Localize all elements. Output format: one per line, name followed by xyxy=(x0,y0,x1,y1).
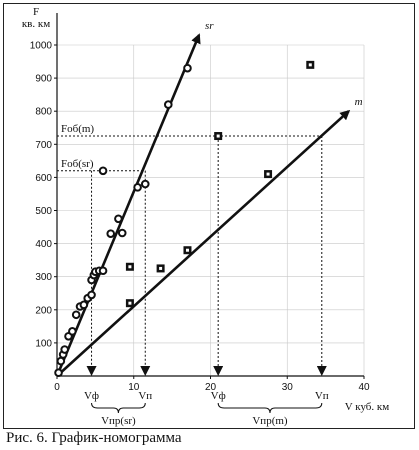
v-marker-label: Vф xyxy=(211,390,226,402)
fob-m-label: Fоб(m) xyxy=(61,123,94,135)
y-axis-letter: F xyxy=(33,6,39,18)
fob-sr-label: Fоб(sr) xyxy=(61,158,94,170)
bracket xyxy=(91,402,146,414)
labels: Fкв. км V куб. км Fоб(m) Fоб(sr) Vф Vп Vф Vп Vпр… xyxy=(22,6,389,427)
x-axis-title: V куб. км xyxy=(345,401,389,413)
point-sr xyxy=(183,63,192,73)
y-tick-label: 1000 xyxy=(30,41,53,52)
point-m-inner xyxy=(128,265,132,269)
point-m-inner xyxy=(159,266,163,270)
point-sr xyxy=(133,183,142,192)
point-m-inner xyxy=(308,63,312,67)
y-tick-label: 500 xyxy=(35,206,52,217)
grid xyxy=(57,44,365,376)
x-tick-label: 30 xyxy=(282,382,294,393)
point-sr xyxy=(87,290,96,300)
series-label-m: m xyxy=(355,96,363,108)
y-tick-label: 800 xyxy=(35,107,52,118)
point-m-inner xyxy=(216,134,220,138)
y-tick-label: 600 xyxy=(35,173,52,184)
v-marker-label: Vф xyxy=(84,390,99,402)
x-tick-label: 10 xyxy=(128,382,140,393)
trend-line-m xyxy=(56,109,351,377)
trend-lines xyxy=(55,33,351,377)
point-sr xyxy=(79,300,89,310)
bracket xyxy=(217,402,323,414)
x-tick-label: 40 xyxy=(358,382,370,393)
point-sr xyxy=(98,266,108,276)
bracket-label: Vпр(m) xyxy=(252,415,288,427)
trend-line-sr xyxy=(55,33,201,377)
point-sr xyxy=(117,228,127,238)
axes: 100 200 300 400 500 600 700 800 900 1000 0 10 20 30 40 xyxy=(30,13,370,393)
point-sr xyxy=(114,214,123,224)
y-tick-label: 400 xyxy=(35,239,52,250)
series-label-sr: sr xyxy=(205,20,214,32)
x-tick-label: 0 xyxy=(54,382,60,393)
point-sr xyxy=(106,229,116,238)
point-sr xyxy=(71,310,81,320)
point-m-inner xyxy=(266,172,270,176)
v-marker-label: Vп xyxy=(138,390,152,402)
point-sr xyxy=(54,368,63,377)
nomogram-chart: 100 200 300 400 500 600 700 800 900 1000 0 10 20 30 40… xyxy=(22,6,389,427)
y-tick-label: 300 xyxy=(35,272,52,283)
point-sr xyxy=(60,345,69,354)
bracket-label: Vпр(sr) xyxy=(101,415,136,427)
point-sr xyxy=(163,100,173,109)
point-sr xyxy=(56,356,66,366)
figure-frame xyxy=(3,3,415,429)
y-tick-label: 900 xyxy=(35,74,52,85)
y-tick-label: 700 xyxy=(35,140,52,151)
reference-lines xyxy=(57,135,327,414)
data-points xyxy=(54,60,315,377)
point-m-inner xyxy=(185,248,189,252)
v-marker-label: Vп xyxy=(315,390,329,402)
y-tick-label: 200 xyxy=(35,305,52,316)
point-sr xyxy=(140,179,150,189)
y-axis-unit: кв. км xyxy=(22,18,50,30)
point-sr xyxy=(98,166,108,176)
x-tick-label: 20 xyxy=(205,382,217,393)
point-sr xyxy=(68,327,77,336)
point-m-inner xyxy=(128,301,132,305)
figure-caption: Рис. 6. График-номограмма xyxy=(6,430,182,446)
y-tick-label: 100 xyxy=(35,338,52,349)
